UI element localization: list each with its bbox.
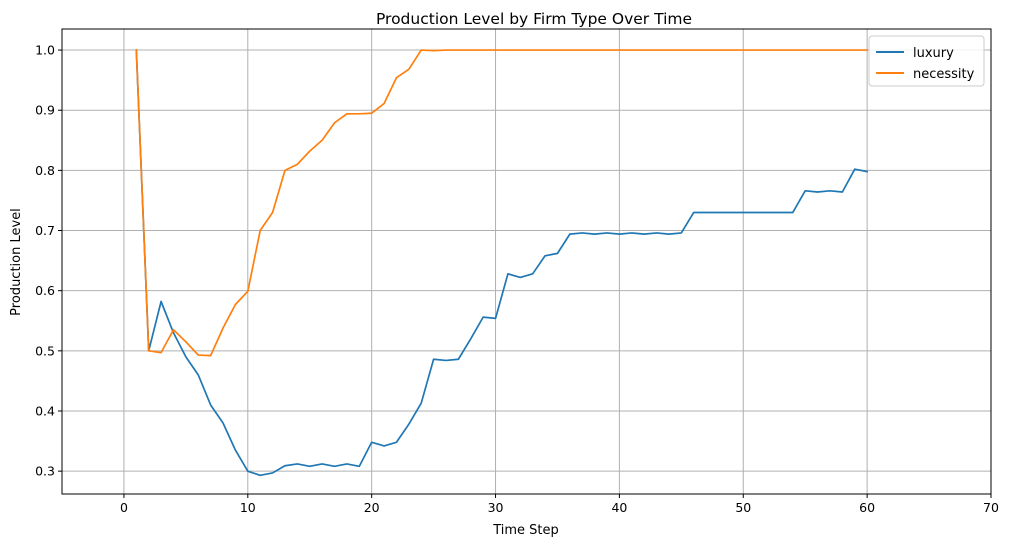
y-axis-ticks: 0.3 0.4 0.5 0.6 0.7 0.8 0.9 1.0 xyxy=(35,43,62,479)
x-tick-label: 50 xyxy=(735,500,751,515)
x-tick-label: 60 xyxy=(859,500,875,515)
legend-label-luxury: luxury xyxy=(913,46,954,61)
series-line-luxury xyxy=(135,49,869,477)
y-axis-label: Production Level xyxy=(9,208,24,316)
x-axis-ticks: 0 10 20 30 40 50 60 70 xyxy=(120,494,999,515)
x-tick-label: 20 xyxy=(364,500,380,515)
x-axis-label: Time Step xyxy=(492,523,559,538)
series-line-necessity xyxy=(135,49,868,357)
y-tick-label: 0.5 xyxy=(35,343,55,358)
x-tick-label: 0 xyxy=(120,500,128,515)
y-tick-label: 0.8 xyxy=(35,163,55,178)
y-tick-label: 0.6 xyxy=(35,283,55,298)
y-tick-label: 0.7 xyxy=(35,223,55,238)
y-tick-label: 1.0 xyxy=(35,43,55,58)
x-tick-label: 70 xyxy=(983,500,999,515)
x-tick-label: 30 xyxy=(488,500,504,515)
legend-label-necessity: necessity xyxy=(913,67,975,82)
y-tick-label: 0.4 xyxy=(35,403,55,418)
grid xyxy=(62,29,992,494)
y-tick-label: 0.3 xyxy=(35,464,55,479)
y-tick-label: 0.9 xyxy=(35,103,55,118)
chart-title: Production Level by Firm Type Over Time xyxy=(376,10,692,28)
plot-frame xyxy=(61,28,992,495)
series-lines xyxy=(135,49,869,477)
x-tick-label: 40 xyxy=(611,500,627,515)
x-tick-label: 10 xyxy=(240,500,256,515)
legend: luxury necessity xyxy=(868,35,985,87)
